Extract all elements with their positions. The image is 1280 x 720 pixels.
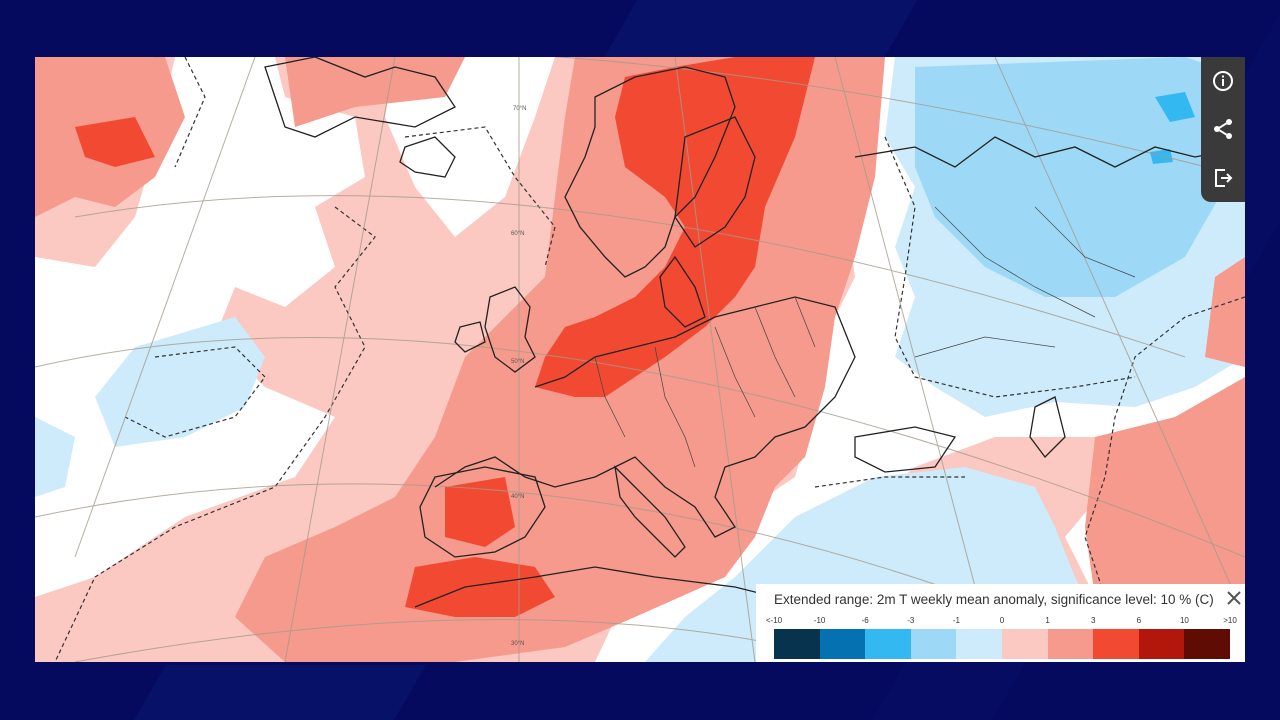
anomaly-field-neutral bbox=[385, 57, 555, 237]
latitude-label: 50°N bbox=[511, 359, 524, 365]
export-button[interactable] bbox=[1208, 163, 1238, 193]
info-button[interactable] bbox=[1208, 66, 1238, 96]
legend-tick-label: <-10 bbox=[765, 616, 783, 625]
background-stripe bbox=[134, 665, 426, 720]
legend-tick-label: -10 bbox=[813, 616, 826, 625]
color-legend: Extended range: 2m T weekly mean anomaly… bbox=[756, 584, 1245, 662]
anomaly-field-strong-warm bbox=[405, 557, 555, 617]
latitude-label: 60°N bbox=[511, 231, 524, 237]
legend-swatch bbox=[910, 629, 957, 659]
legend-tick-label: 3 bbox=[1090, 616, 1096, 625]
legend-tick-label: 0 bbox=[999, 616, 1005, 625]
export-icon bbox=[1215, 168, 1233, 187]
legend-tick-label: -1 bbox=[952, 616, 960, 625]
anomaly-field-strong-warm bbox=[445, 477, 515, 547]
info-icon bbox=[1213, 71, 1233, 92]
close-icon[interactable] bbox=[1226, 590, 1242, 606]
legend-swatch bbox=[1184, 629, 1230, 659]
legend-swatch bbox=[819, 629, 866, 659]
legend-swatch bbox=[1047, 629, 1094, 659]
legend-color-bar bbox=[774, 629, 1230, 659]
anomaly-map[interactable]: 70°N 60°N 50°N 40°N 30°N bbox=[35, 57, 1245, 662]
legend-swatch bbox=[956, 629, 1002, 659]
country-borders bbox=[594, 206, 1136, 468]
legend-tick-label: -3 bbox=[907, 616, 915, 625]
legend-title: Extended range: 2m T weekly mean anomaly… bbox=[774, 592, 1214, 607]
anomaly-field-neutral bbox=[35, 57, 365, 597]
legend-swatch bbox=[1093, 629, 1139, 659]
legend-tick-label: >10 bbox=[1223, 616, 1237, 625]
legend-tick-label: 10 bbox=[1179, 616, 1189, 625]
legend-swatch bbox=[1001, 629, 1048, 659]
anomaly-field-light-cool bbox=[95, 317, 265, 447]
legend-swatch bbox=[1138, 629, 1185, 659]
legend-ticks: <-10 -10 -6 -3 -1 0 1 3 6 10 >10 bbox=[766, 616, 1237, 628]
anomaly-field-warm bbox=[285, 57, 465, 127]
legend-tick-label: -6 bbox=[861, 616, 869, 625]
latitude-label: 40°N bbox=[511, 494, 524, 500]
significance-contours bbox=[54, 57, 1245, 662]
legend-tick-label: 1 bbox=[1045, 616, 1050, 625]
latitude-label: 70°N bbox=[513, 106, 526, 112]
legend-swatch bbox=[865, 629, 911, 659]
latitude-label: 30°N bbox=[511, 641, 524, 647]
anomaly-field-warm bbox=[1205, 257, 1245, 367]
share-icon bbox=[1214, 119, 1232, 140]
map-toolbar bbox=[1201, 57, 1245, 202]
anomaly-field-cold-spot bbox=[1155, 92, 1195, 122]
legend-tick-label: 6 bbox=[1136, 616, 1142, 625]
anomaly-field-cold-spot bbox=[1150, 149, 1173, 164]
anomaly-field-cool bbox=[915, 57, 1245, 297]
anomaly-field-light-cool bbox=[35, 417, 75, 497]
anomaly-field-strong-warm bbox=[535, 57, 815, 397]
background-stripe bbox=[602, 0, 918, 60]
share-button[interactable] bbox=[1208, 114, 1238, 144]
legend-swatch bbox=[774, 629, 820, 659]
anomaly-field-strong-warm bbox=[75, 117, 155, 167]
map-canvas: 70°N 60°N 50°N 40°N 30°N bbox=[35, 57, 1245, 662]
